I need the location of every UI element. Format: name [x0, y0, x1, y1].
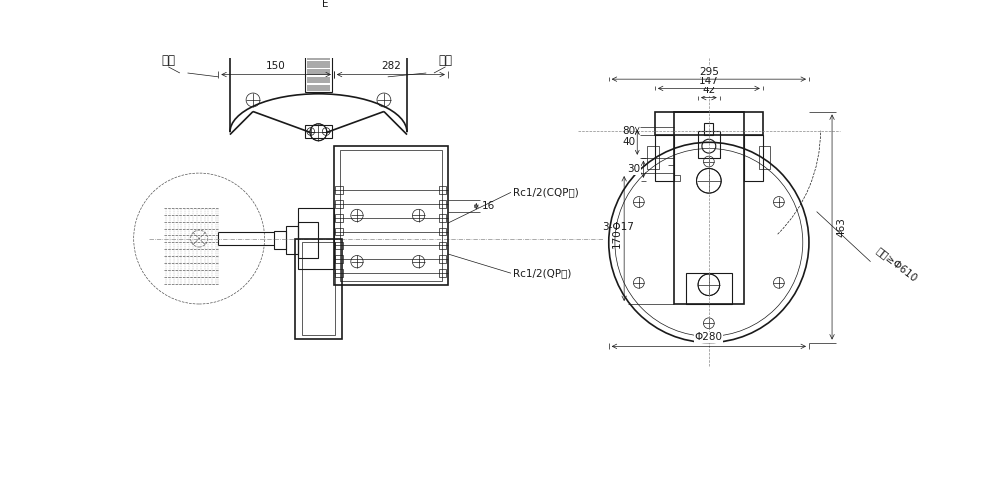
- Bar: [307, 54, 330, 60]
- Bar: [698, 131, 720, 158]
- Bar: [334, 146, 448, 285]
- Bar: [439, 200, 446, 208]
- Bar: [307, 61, 330, 68]
- Text: Rc1/2(QP型): Rc1/2(QP型): [513, 268, 572, 278]
- Bar: [307, 15, 330, 22]
- Bar: [439, 269, 446, 277]
- Text: 30: 30: [627, 164, 640, 174]
- Text: 147: 147: [699, 76, 719, 86]
- Bar: [305, 15, 332, 92]
- Text: 16: 16: [482, 201, 495, 211]
- Bar: [307, 23, 330, 29]
- Text: 左式: 左式: [161, 54, 175, 67]
- Bar: [335, 241, 343, 249]
- Text: 150: 150: [266, 61, 286, 72]
- Text: Rc1/2(CQP型): Rc1/2(CQP型): [513, 187, 579, 197]
- Bar: [307, 84, 330, 91]
- Bar: [744, 134, 763, 181]
- Bar: [335, 214, 343, 222]
- Bar: [439, 214, 446, 222]
- Text: 42: 42: [702, 85, 715, 96]
- Bar: [335, 200, 343, 208]
- Bar: [686, 273, 732, 304]
- Bar: [307, 38, 330, 45]
- Bar: [439, 255, 446, 263]
- Bar: [439, 186, 446, 194]
- Bar: [335, 228, 343, 236]
- Bar: [295, 239, 342, 339]
- Bar: [335, 186, 343, 194]
- Bar: [439, 241, 446, 249]
- Bar: [655, 134, 674, 181]
- Text: 80: 80: [623, 126, 636, 136]
- Bar: [674, 111, 744, 304]
- Bar: [655, 111, 763, 134]
- Bar: [286, 226, 298, 254]
- Bar: [674, 175, 680, 181]
- Bar: [307, 31, 330, 37]
- Bar: [307, 46, 330, 52]
- Bar: [307, 77, 330, 83]
- Text: 282: 282: [381, 61, 401, 72]
- Bar: [340, 150, 442, 281]
- Text: Φ280: Φ280: [695, 333, 723, 343]
- Text: 170: 170: [612, 228, 622, 249]
- Text: 40: 40: [623, 137, 636, 147]
- Bar: [335, 269, 343, 277]
- Text: 盤徑≥Φ610: 盤徑≥Φ610: [874, 245, 919, 283]
- Bar: [305, 125, 332, 138]
- Bar: [298, 222, 318, 258]
- Text: 295: 295: [699, 67, 719, 77]
- Bar: [439, 228, 446, 236]
- Bar: [302, 242, 335, 335]
- Bar: [298, 208, 334, 269]
- Bar: [759, 146, 770, 169]
- Text: 3-Φ17: 3-Φ17: [602, 222, 634, 232]
- Bar: [704, 123, 713, 134]
- Bar: [647, 146, 659, 169]
- Bar: [274, 231, 286, 249]
- Bar: [307, 69, 330, 75]
- Text: 463: 463: [837, 217, 847, 237]
- Bar: [335, 255, 343, 263]
- Text: 右式: 右式: [439, 54, 453, 67]
- Text: E: E: [322, 0, 329, 9]
